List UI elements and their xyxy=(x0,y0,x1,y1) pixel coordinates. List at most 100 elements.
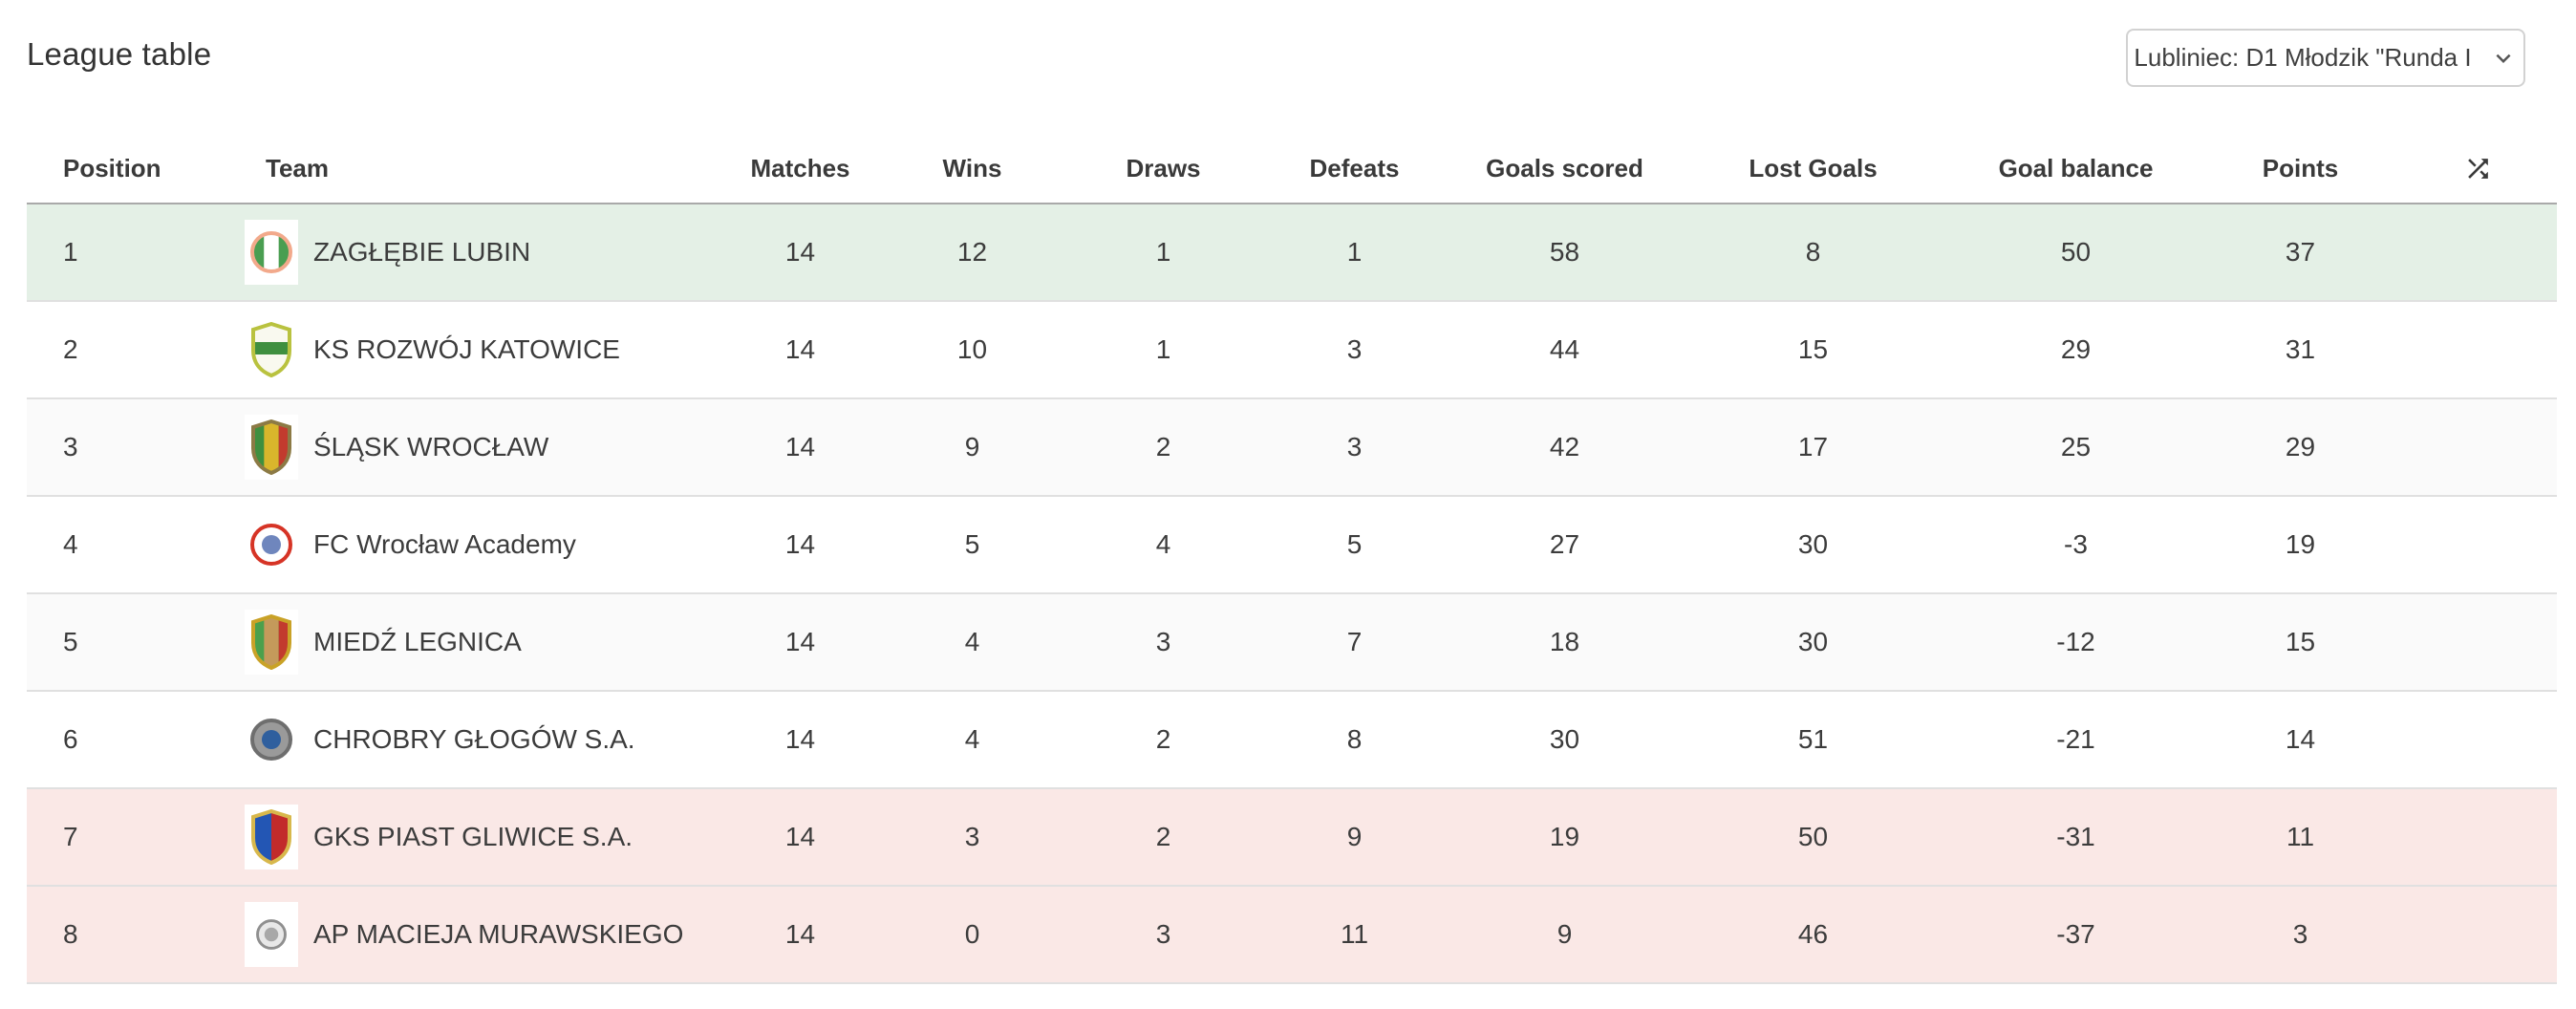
team-name: AP MACIEJA MURAWSKIEGO xyxy=(313,919,684,949)
goals-scored-cell: 58 xyxy=(1549,237,1580,267)
lost-goals-cell: 51 xyxy=(1797,724,1829,754)
league-select-dropdown[interactable]: Lubliniec: D1 Młodzik "Runda I xyxy=(2126,29,2525,87)
column-header-goals-scored: Goals scored xyxy=(1452,134,1677,204)
column-header-matches: Matches xyxy=(726,134,874,204)
team-cell: ŚLĄSK WROCŁAW xyxy=(227,398,726,496)
matches-cell: 14 xyxy=(784,822,816,851)
shuffle-icon[interactable] xyxy=(2463,153,2493,182)
row-actions-cell xyxy=(2398,496,2557,593)
chevron-down-icon xyxy=(2489,44,2518,73)
row-actions-cell xyxy=(2398,398,2557,496)
draws-cell: 4 xyxy=(1155,529,1171,559)
lost-goals-cell: 17 xyxy=(1797,432,1829,462)
goal-balance-cell: -3 xyxy=(2064,529,2088,559)
team-cell: MIEDŹ LEGNICA xyxy=(227,593,726,691)
draws-cell: 1 xyxy=(1155,237,1171,267)
team-name: KS ROZWÓJ KATOWICE xyxy=(313,334,620,364)
row-actions-cell xyxy=(2398,886,2557,983)
wins-cell: 12 xyxy=(956,237,988,267)
draws-cell: 2 xyxy=(1155,822,1171,851)
points-cell: 29 xyxy=(2285,432,2316,462)
matches-cell: 14 xyxy=(784,237,816,267)
goal-balance-cell: 50 xyxy=(2060,237,2092,267)
wins-cell: 9 xyxy=(964,432,980,462)
draws-cell: 2 xyxy=(1155,724,1171,754)
lost-goals-cell: 8 xyxy=(1805,237,1821,267)
goal-balance-cell: -21 xyxy=(2056,724,2095,754)
team-crest-icon xyxy=(245,317,298,382)
column-header-defeats: Defeats xyxy=(1256,134,1452,204)
row-actions-cell xyxy=(2398,691,2557,788)
team-cell: KS ROZWÓJ KATOWICE xyxy=(227,301,726,398)
team-crest-icon xyxy=(245,220,298,285)
team-cell: ZAGŁĘBIE LUBIN xyxy=(227,204,726,301)
goal-balance-cell: -31 xyxy=(2056,822,2095,851)
matches-cell: 14 xyxy=(784,919,816,949)
points-cell: 15 xyxy=(2285,627,2316,656)
column-header-wins: Wins xyxy=(874,134,1070,204)
team-name: FC Wrocław Academy xyxy=(313,529,576,559)
goals-scored-cell: 30 xyxy=(1549,724,1580,754)
team-crest-icon xyxy=(245,902,298,967)
wins-cell: 4 xyxy=(964,724,980,754)
table-row: 7 GKS PIAST GLIWICE S.A. 14 3 2 9 19 50 … xyxy=(27,788,2557,886)
column-header-position: Position xyxy=(27,134,227,204)
column-header-team: Team xyxy=(227,134,726,204)
matches-cell: 14 xyxy=(784,334,816,364)
team-crest-icon xyxy=(245,805,298,869)
goals-scored-cell: 44 xyxy=(1549,334,1580,364)
league-table: Position Team Matches Wins Draws Defeats Goals… xyxy=(27,134,2557,984)
points-cell: 14 xyxy=(2285,724,2316,754)
defeats-cell: 3 xyxy=(1346,432,1363,462)
lost-goals-cell: 46 xyxy=(1797,919,1829,949)
draws-cell: 3 xyxy=(1155,919,1171,949)
wins-cell: 0 xyxy=(964,919,980,949)
matches-cell: 14 xyxy=(784,432,816,462)
lost-goals-cell: 30 xyxy=(1797,529,1829,559)
team-cell: CHROBRY GŁOGÓW S.A. xyxy=(227,691,726,788)
row-actions-cell xyxy=(2398,301,2557,398)
team-crest-icon xyxy=(245,707,298,772)
goals-scored-cell: 19 xyxy=(1549,822,1580,851)
row-actions-cell xyxy=(2398,593,2557,691)
wins-cell: 3 xyxy=(964,822,980,851)
points-cell: 37 xyxy=(2285,237,2316,267)
defeats-cell: 5 xyxy=(1346,529,1363,559)
team-cell: FC Wrocław Academy xyxy=(227,496,726,593)
goal-balance-cell: 29 xyxy=(2060,334,2092,364)
goals-scored-cell: 27 xyxy=(1549,529,1580,559)
column-header-points: Points xyxy=(2202,134,2398,204)
matches-cell: 14 xyxy=(784,627,816,656)
position-cell: 5 xyxy=(63,627,78,656)
position-cell: 8 xyxy=(63,919,78,949)
team-name: CHROBRY GŁOGÓW S.A. xyxy=(313,724,635,754)
defeats-cell: 9 xyxy=(1346,822,1363,851)
defeats-cell: 1 xyxy=(1346,237,1363,267)
wins-cell: 5 xyxy=(964,529,980,559)
points-cell: 3 xyxy=(2292,919,2308,949)
table-row: 3 ŚLĄSK WROCŁAW 14 9 2 3 42 17 25 29 xyxy=(27,398,2557,496)
points-cell: 31 xyxy=(2285,334,2316,364)
page-header: League table Lubliniec: D1 Młodzik "Rund… xyxy=(0,0,2576,134)
team-crest-icon xyxy=(245,512,298,577)
wins-cell: 4 xyxy=(964,627,980,656)
table-row: 4 FC Wrocław Academy 14 5 4 5 27 30 -3 1… xyxy=(27,496,2557,593)
position-cell: 1 xyxy=(63,237,78,267)
lost-goals-cell: 30 xyxy=(1797,627,1829,656)
table-row: 2 KS ROZWÓJ KATOWICE 14 10 1 3 44 15 29 … xyxy=(27,301,2557,398)
matches-cell: 14 xyxy=(784,529,816,559)
team-crest-icon xyxy=(245,610,298,675)
league-select-value: Lubliniec: D1 Młodzik "Runda I xyxy=(2134,43,2472,72)
position-cell: 2 xyxy=(63,334,78,364)
team-cell: GKS PIAST GLIWICE S.A. xyxy=(227,788,726,886)
page-title: League table xyxy=(27,36,212,72)
draws-cell: 2 xyxy=(1155,432,1171,462)
position-cell: 7 xyxy=(63,822,78,851)
lost-goals-cell: 15 xyxy=(1797,334,1829,364)
defeats-cell: 3 xyxy=(1346,334,1363,364)
team-crest-icon xyxy=(245,415,298,480)
column-header-sort xyxy=(2398,134,2557,204)
goal-balance-cell: 25 xyxy=(2060,432,2092,462)
column-header-draws: Draws xyxy=(1070,134,1256,204)
team-name: GKS PIAST GLIWICE S.A. xyxy=(313,822,633,851)
